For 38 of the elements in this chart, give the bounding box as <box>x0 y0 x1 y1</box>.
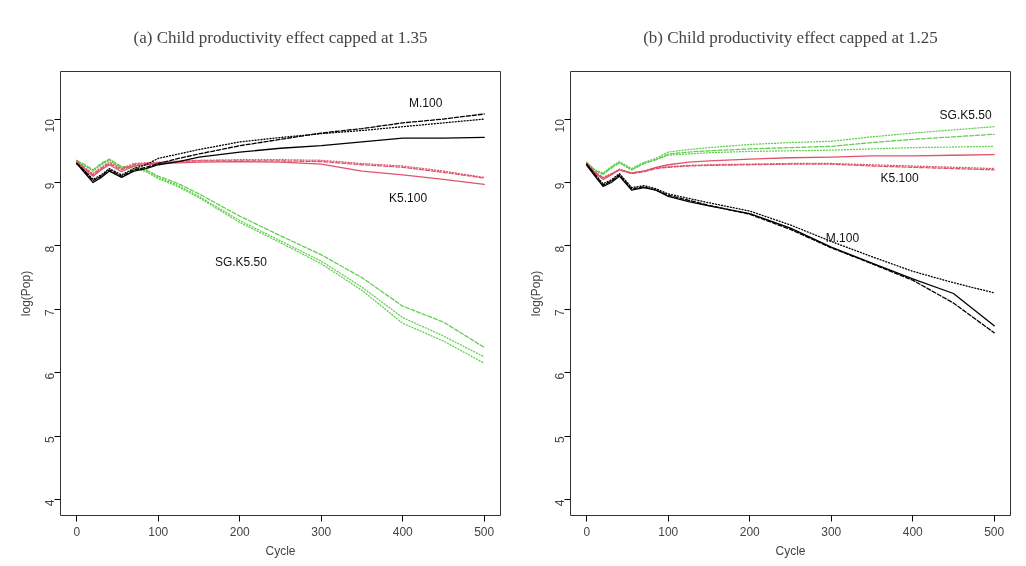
y-tick-label: 6 <box>553 372 567 380</box>
y-tick-label: 4 <box>43 499 57 507</box>
y-tick-label: 5 <box>553 435 567 443</box>
chart-title: (b) Child productivity effect capped at 1.25 <box>643 27 938 47</box>
x-tick-label: 100 <box>148 524 169 539</box>
x-axis-title: Cycle <box>775 543 806 558</box>
y-tick-label: 9 <box>553 182 567 190</box>
y-tick-label: 9 <box>43 182 57 190</box>
x-tick-label: 200 <box>229 524 251 539</box>
annotation: K5.100 <box>389 191 428 206</box>
annotation: M.100 <box>409 95 443 110</box>
x-tick-label: 400 <box>902 524 924 539</box>
annotation: K5.100 <box>880 171 919 186</box>
y-tick-label: 7 <box>43 309 57 317</box>
y-tick-label: 10 <box>43 118 57 133</box>
chart-title: (a) Child productivity effect capped at 1.35 <box>133 27 428 47</box>
y-axis-title: log(Pop) <box>528 270 543 317</box>
y-tick-label: 6 <box>43 372 57 380</box>
y-tick-label: 7 <box>553 309 567 317</box>
y-tick-label: 8 <box>553 245 567 253</box>
x-tick-label: 0 <box>583 524 591 539</box>
annotation: SG.K5.50 <box>939 107 992 122</box>
y-tick-label: 10 <box>553 118 567 133</box>
y-tick-label: 4 <box>553 499 567 507</box>
annotation: M.100 <box>825 230 860 245</box>
x-tick-label: 0 <box>73 524 81 539</box>
y-tick-label: 5 <box>43 435 57 443</box>
y-tick-label: 8 <box>43 245 57 253</box>
annotation: SG.K5.50 <box>214 254 268 269</box>
x-axis-title: Cycle <box>265 543 296 558</box>
x-tick-label: 500 <box>474 524 495 539</box>
x-tick-label: 300 <box>821 524 842 539</box>
x-tick-label: 300 <box>311 524 332 539</box>
x-tick-label: 200 <box>739 524 761 539</box>
x-tick-label: 500 <box>984 524 1005 539</box>
x-tick-label: 400 <box>392 524 414 539</box>
y-axis-title: log(Pop) <box>18 270 33 317</box>
x-tick-label: 100 <box>658 524 679 539</box>
